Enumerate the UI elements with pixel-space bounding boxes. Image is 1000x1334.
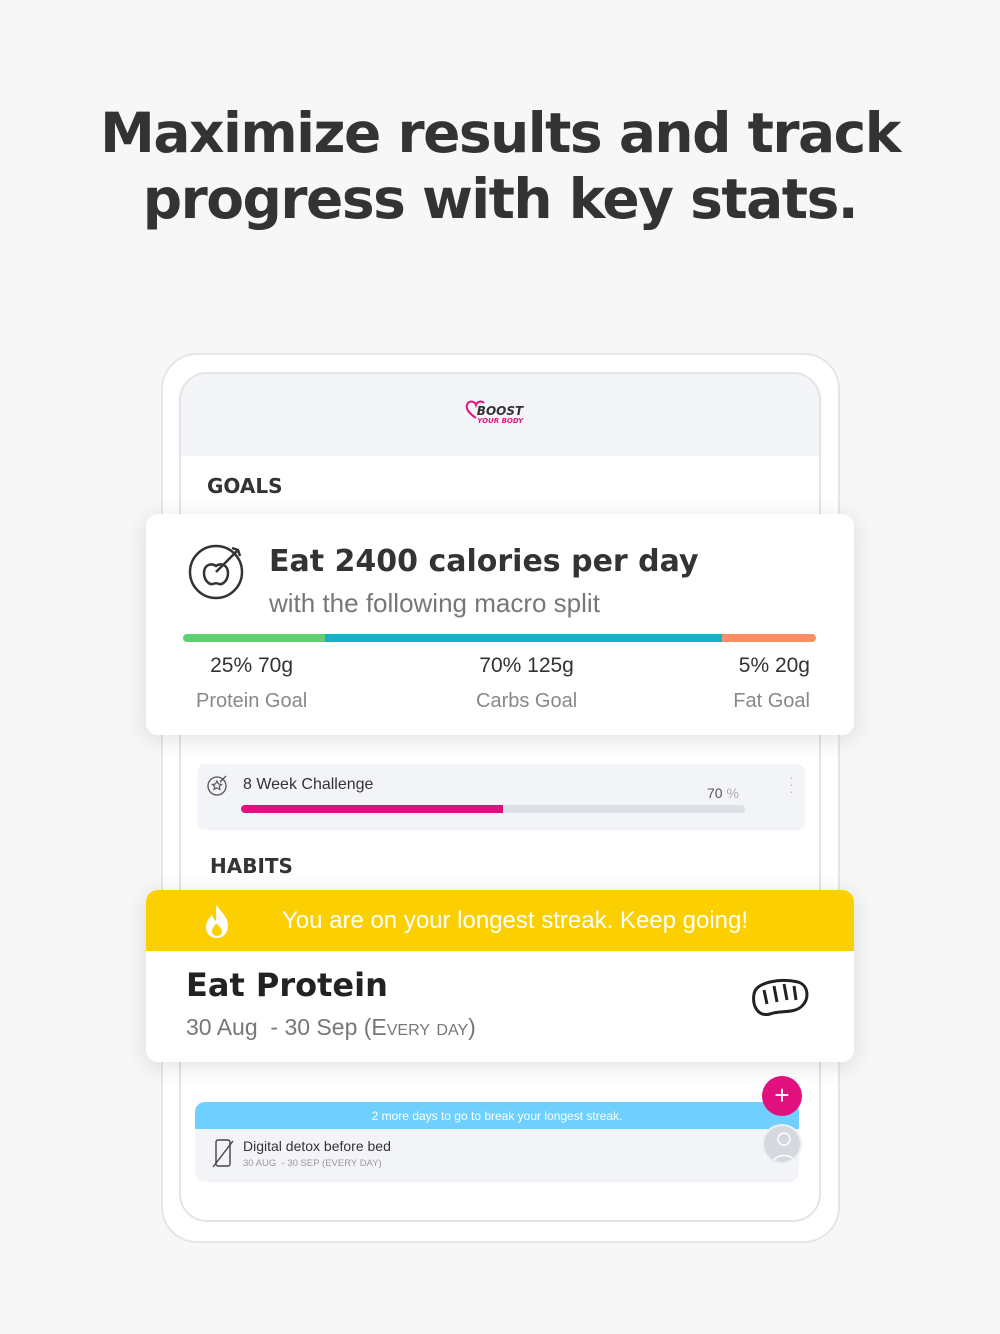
fat-value: 5% 20g: [738, 654, 810, 677]
fat-label: Fat Goal: [733, 690, 810, 712]
logo-text: BOOST: [476, 403, 524, 418]
star-target-icon: [207, 775, 227, 796]
no-phone-icon: [212, 1139, 234, 1168]
habit2-title: Digital detox before bed: [243, 1138, 391, 1154]
challenge-progress-fill: [241, 805, 504, 813]
flame-icon: [206, 904, 229, 938]
goal-subtitle: with the following macro split: [269, 588, 600, 618]
headline: Maximize results and track progress with…: [0, 100, 1000, 232]
coach-avatar[interactable]: [762, 1124, 802, 1164]
habit-frequency: (Every day): [363, 1014, 476, 1040]
protein-goal: 25% 70g Protein Goal: [196, 654, 307, 713]
fat-goal: 5% 20g Fat Goal: [733, 654, 810, 713]
habits-heading: HABITS: [210, 854, 293, 878]
logo-subtext: YOUR BODY: [477, 416, 524, 425]
app-bar: BOOST YOUR BODY: [181, 374, 819, 456]
headline-line-1: Maximize results and track: [100, 101, 901, 165]
boost-logo: BOOST YOUR BODY: [465, 400, 524, 426]
protein-label: Protein Goal: [196, 690, 308, 712]
streak-banner-text: You are on your longest streak. Keep goi…: [281, 906, 749, 934]
habit2-dates: 30 AUG - 30 SEP (EVERY DAY): [243, 1158, 382, 1169]
streak-banner: You are on your longest streak. Keep goi…: [146, 890, 854, 951]
more-options-icon[interactable]: · · ·: [789, 769, 794, 799]
carbs-label: Carbs Goal: [476, 690, 578, 712]
goals-heading: GOALS: [207, 474, 283, 498]
person-icon: [772, 1132, 796, 1162]
percent-unit: %: [726, 785, 739, 801]
challenge-progress-bar: [241, 805, 745, 813]
habit-streak-card[interactable]: You are on your longest streak. Keep goi…: [146, 890, 854, 1062]
steak-icon: [752, 979, 809, 1016]
streak-hint-banner: 2 more days to go to break your longest …: [195, 1102, 799, 1129]
macro-split-bar: [183, 634, 816, 642]
protein-value: 25% 70g: [210, 654, 294, 677]
protein-segment: [183, 634, 326, 642]
challenge-percent: 70: [707, 785, 723, 801]
carbs-segment: [325, 634, 723, 642]
headline-line-2: progress with key stats.: [142, 167, 859, 231]
apple-target-icon: [188, 544, 244, 600]
calorie-goal-card[interactable]: Eat 2400 calories per day with the follo…: [146, 514, 854, 735]
habit-card-digital-detox[interactable]: 2 more days to go to break your longest …: [195, 1102, 799, 1182]
carbs-goal: 70% 125g Carbs Goal: [476, 654, 577, 713]
heart-icon: [465, 400, 485, 419]
habit-title: Eat Protein: [186, 966, 388, 1004]
carbs-value: 70% 125g: [479, 654, 574, 677]
habit-dates: 30 Aug - 30 Sep: [186, 1014, 358, 1040]
goal-title: Eat 2400 calories per day: [269, 544, 699, 579]
fat-segment: [722, 634, 816, 642]
challenge-card[interactable]: 8 Week Challenge 70 % · · ·: [197, 764, 805, 830]
add-habit-button[interactable]: +: [762, 1076, 802, 1116]
challenge-title: 8 Week Challenge: [243, 776, 374, 793]
